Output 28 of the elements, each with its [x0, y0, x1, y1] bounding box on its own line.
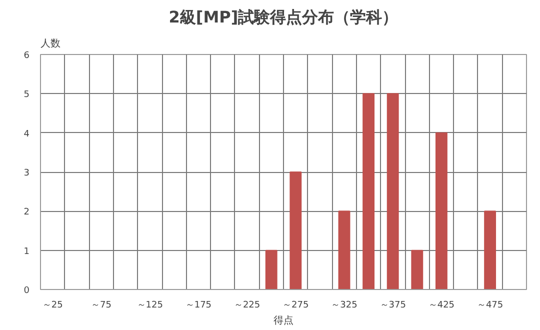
y-tick-label: 6 [24, 51, 30, 61]
bar [338, 210, 350, 290]
x-tick-label: ～75 [91, 300, 112, 310]
x-tick-label: ～375 [380, 300, 406, 310]
chart-title: 2級[MP]試験得点分布（学科） [168, 8, 398, 26]
bar [290, 172, 302, 290]
x-axis-title: 得点 [274, 314, 294, 326]
bar [411, 250, 424, 290]
x-tick-label: ～475 [476, 300, 504, 310]
x-tick-label: ～275 [282, 300, 309, 310]
bar [265, 250, 278, 290]
x-tick-label: ～425 [428, 300, 455, 310]
x-tick-label: ～175 [185, 300, 212, 310]
y-tick-label: 0 [24, 286, 30, 296]
y-axis-title: 人数 [40, 38, 60, 50]
y-tick-label: 5 [24, 90, 30, 100]
bar [386, 93, 399, 290]
y-tick-label: 3 [24, 168, 30, 178]
bar [484, 210, 496, 290]
x-tick-label: ～325 [331, 300, 358, 310]
y-tick-label: 1 [24, 246, 30, 257]
bar [435, 132, 448, 290]
x-tick-label: ～25 [42, 300, 63, 310]
y-tick-label: 2 [24, 208, 30, 218]
x-tick-label: ～225 [234, 300, 260, 310]
bar [362, 93, 375, 290]
x-tick-label: ～125 [136, 300, 163, 310]
y-tick-label: 4 [24, 129, 30, 140]
